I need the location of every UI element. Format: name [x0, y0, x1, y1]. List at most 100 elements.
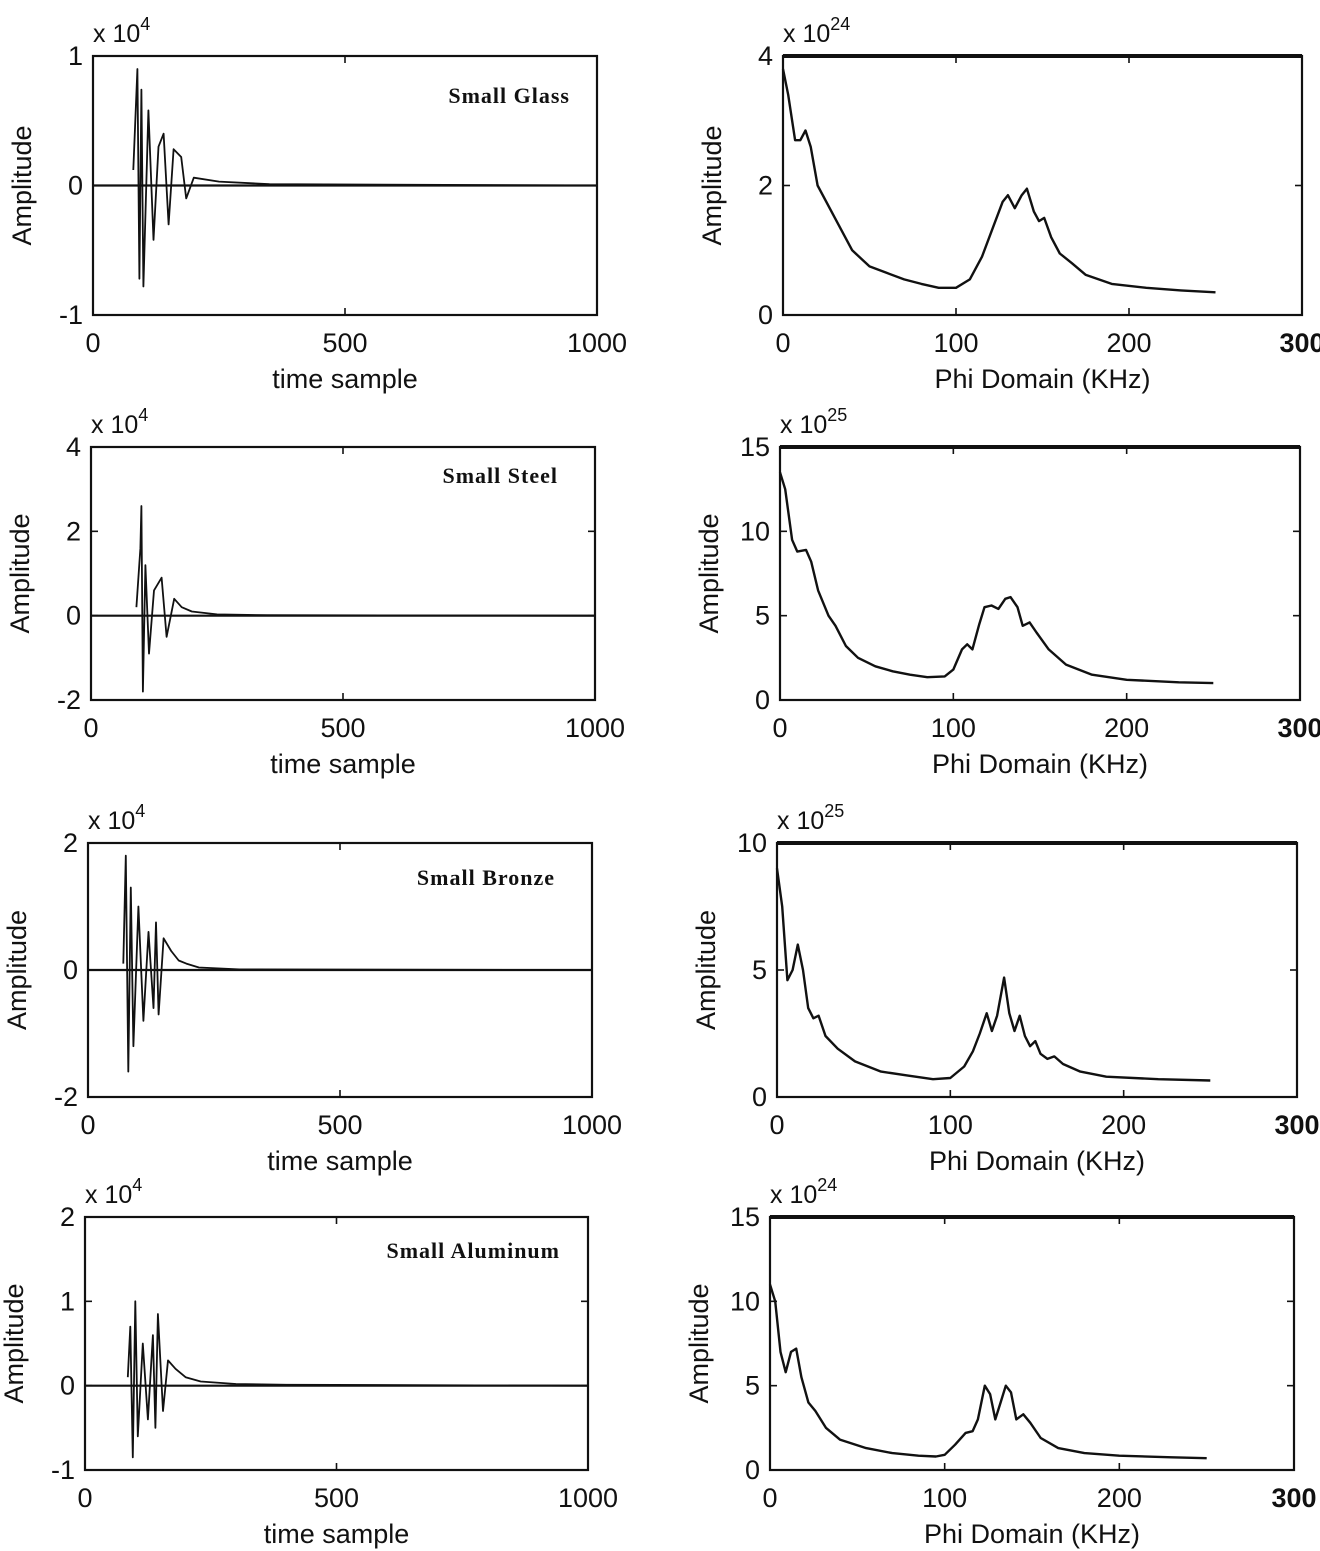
x-tick-label: 200	[1101, 1110, 1146, 1140]
y-tick-label: 0	[745, 1455, 760, 1485]
y-tick-label: 0	[752, 1082, 767, 1112]
y-tick-label: 10	[740, 516, 770, 546]
y-tick-label: 4	[66, 432, 81, 462]
y-tick-label: 2	[758, 171, 773, 201]
axis-exponent-label: x 104	[93, 14, 150, 48]
y-tick-label: -2	[57, 685, 81, 715]
axis-exponent-label: x 1025	[777, 801, 844, 835]
plot-frame	[778, 445, 1302, 702]
series-line	[778, 471, 1214, 685]
y-axis-label: Amplitude	[691, 910, 721, 1030]
y-tick-label: 2	[66, 516, 81, 546]
y-tick-label: 15	[740, 432, 770, 462]
x-tick-label: 1000	[558, 1483, 618, 1513]
x-tick-label: 500	[317, 1110, 362, 1140]
x-tick-label: 1000	[567, 328, 627, 358]
x-tick-label: 300	[1271, 1483, 1316, 1513]
y-tick-label: 10	[730, 1286, 760, 1316]
series-line	[135, 505, 596, 693]
y-tick-label: 0	[758, 300, 773, 330]
x-tick-label: 0	[83, 713, 98, 743]
y-axis-label: Amplitude	[5, 513, 35, 633]
chart-panel-6: 0 100 200 300 0 5 10 Phi Domain (KHz) Amplitude x…	[691, 801, 1320, 1176]
x-tick-label: 300	[1277, 713, 1320, 743]
axis-exponent-label: x 104	[85, 1175, 142, 1209]
x-tick-label: 200	[1104, 713, 1149, 743]
x-tick-label: 200	[1097, 1483, 1142, 1513]
axis-exponent-label: x 104	[88, 801, 145, 835]
chart-panel-4: 0 100 200 300 0 5 10 15 Phi Domain (KHz) Amplitud…	[694, 405, 1320, 779]
panel-annotation: Small Aluminum	[386, 1238, 560, 1263]
y-tick-label: 1	[60, 1286, 75, 1316]
x-axis-label: Phi Domain (KHz)	[924, 1519, 1140, 1549]
x-tick-label: 0	[772, 713, 787, 743]
x-tick-label: 500	[314, 1483, 359, 1513]
y-tick-label: -2	[54, 1082, 78, 1112]
panel-annotation: Small Glass	[448, 83, 570, 108]
y-tick-label: 1	[68, 41, 83, 71]
x-axis-label: time sample	[267, 1146, 413, 1176]
x-tick-label: 100	[933, 328, 978, 358]
x-tick-label: 300	[1274, 1110, 1319, 1140]
x-axis-label: Phi Domain (KHz)	[932, 749, 1148, 779]
panel-annotation: Small Bronze	[417, 865, 555, 890]
y-tick-label: 0	[68, 171, 83, 201]
y-tick-label: -1	[59, 300, 83, 330]
y-tick-label: 10	[737, 828, 767, 858]
y-tick-label: 4	[758, 41, 773, 71]
series-line	[126, 1300, 589, 1459]
x-tick-label: 0	[80, 1110, 95, 1140]
x-tick-label: 100	[928, 1110, 973, 1140]
panel-annotation: Small Steel	[443, 463, 559, 488]
x-tick-label: 500	[320, 713, 365, 743]
y-tick-label: 0	[66, 601, 81, 631]
x-tick-label: 500	[322, 328, 367, 358]
x-axis-label: Phi Domain (KHz)	[934, 364, 1150, 394]
y-axis-label: Amplitude	[684, 1283, 714, 1403]
series-line	[781, 68, 1216, 294]
x-tick-label: 1000	[565, 713, 625, 743]
x-axis-label: time sample	[272, 364, 418, 394]
y-tick-label: 2	[63, 828, 78, 858]
x-tick-label: 0	[762, 1483, 777, 1513]
y-axis-label: Amplitude	[0, 1283, 29, 1403]
x-tick-label: 100	[931, 713, 976, 743]
y-tick-label: -1	[51, 1455, 75, 1485]
y-tick-label: 0	[60, 1371, 75, 1401]
y-axis-label: Amplitude	[7, 125, 37, 245]
x-tick-label: 100	[922, 1483, 967, 1513]
y-tick-label: 5	[745, 1371, 760, 1401]
x-axis-label: time sample	[270, 749, 416, 779]
y-axis-label: Amplitude	[2, 910, 32, 1030]
x-tick-label: 1000	[562, 1110, 622, 1140]
x-tick-label: 0	[769, 1110, 784, 1140]
x-tick-label: 0	[85, 328, 100, 358]
plot-frame	[768, 1215, 1296, 1472]
y-tick-label: 5	[752, 955, 767, 985]
series-line	[122, 854, 593, 1073]
y-tick-label: 15	[730, 1202, 760, 1232]
plot-frame	[781, 54, 1304, 317]
axis-exponent-label: x 1025	[780, 405, 847, 439]
series-line	[775, 868, 1211, 1082]
chart-panel-2: 0 100 200 300 0 2 4 Phi Domain (KHz) Amplitude x …	[697, 14, 1320, 394]
series-line	[132, 68, 598, 288]
y-tick-label: 0	[755, 685, 770, 715]
chart-panel-8: 0 100 200 300 0 5 10 15 Phi Domain (KHz) Amplitud…	[684, 1175, 1317, 1549]
x-tick-label: 300	[1279, 328, 1320, 358]
y-tick-label: 0	[63, 955, 78, 985]
series-line	[768, 1284, 1207, 1460]
axis-exponent-label: x 1024	[770, 1175, 837, 1209]
y-axis-label: Amplitude	[697, 125, 727, 245]
y-axis-label: Amplitude	[694, 513, 724, 633]
x-tick-label: 0	[775, 328, 790, 358]
axis-exponent-label: x 1024	[783, 14, 850, 48]
x-tick-label: 200	[1106, 328, 1151, 358]
y-tick-label: 2	[60, 1202, 75, 1232]
x-axis-label: time sample	[264, 1519, 410, 1549]
